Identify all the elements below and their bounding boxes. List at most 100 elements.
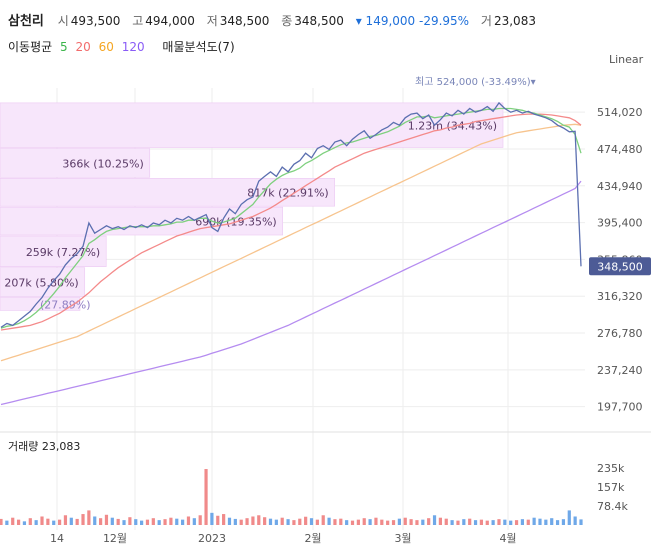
volume-bar-21 [122, 520, 126, 525]
volume-bar-44 [257, 515, 261, 525]
volume-profile-label-2: 817k (22.91%) [247, 187, 328, 200]
volume-bar-91 [532, 517, 536, 525]
volume-bar-45 [263, 517, 267, 525]
x-tick-3: 2월 [304, 532, 321, 545]
ma60-line [0, 123, 582, 362]
volume-bar-88 [514, 520, 519, 525]
volume-bar-6 [34, 520, 38, 525]
volume-bar-58 [339, 518, 343, 525]
ma-legend-label[interactable]: 이동평균 [8, 40, 53, 54]
ma20-line [0, 113, 582, 331]
volume-bar-10 [57, 519, 62, 525]
volume-bar-49 [286, 519, 290, 525]
close-label: 종 [281, 14, 293, 28]
ma-period-20: 20 [75, 40, 91, 54]
volume-bar-41 [239, 519, 243, 525]
low-value: 348,500 [219, 14, 270, 28]
ma120-line [0, 180, 582, 406]
open-label: 시 [57, 14, 69, 28]
volume-bar-52 [304, 516, 308, 525]
volume-bar-67 [391, 520, 396, 525]
volume-bar-38 [222, 514, 226, 525]
high-value: 494,000 [145, 14, 195, 28]
volume-profile-label-5: 207k (5.80%) [4, 277, 78, 290]
volume-bar-47 [274, 519, 278, 525]
ma-period-120: 120 [121, 40, 145, 54]
volume-bar-55 [321, 515, 325, 525]
volume-bar-8 [46, 518, 50, 525]
volume-bar-27 [157, 520, 161, 525]
volume-bar-33 [192, 518, 196, 525]
price-tick-2: 434,940 [597, 180, 643, 193]
price-tick-7: 237,240 [597, 364, 643, 377]
ma-period-5: 5 [60, 40, 68, 54]
volume-bar-94 [550, 518, 554, 525]
volume-value: 23,083 [493, 14, 536, 28]
ma-period-60: 60 [98, 40, 114, 54]
ma-legend: 이동평균 5 20 60 120 매물분석도(7) [8, 38, 239, 55]
volume-bar-86 [503, 519, 507, 525]
price-line [0, 101, 582, 328]
volume-bar-51 [298, 518, 302, 525]
volume-label: 거 [480, 14, 492, 28]
volume-bar-82 [479, 519, 484, 525]
volume-profile-label-0: 1.23m (34.43%) [408, 120, 497, 133]
volume-bar-13 [75, 518, 79, 525]
price-chart[interactable]: 1.23m (34.43%) 366k (10.25%) 817k (22.91%)… [0, 60, 651, 549]
volume-bar-3 [16, 519, 21, 525]
volume-bar-30 [175, 518, 179, 525]
volume-bar-20 [116, 518, 120, 525]
volume-bar-14 [81, 514, 85, 525]
volume-bar-9 [52, 520, 56, 525]
volume-profile-bar-2 [0, 178, 336, 207]
volume-bar-2 [11, 517, 15, 525]
volume-bar-69 [403, 517, 407, 525]
volume-bar-64 [374, 517, 378, 525]
volume-title-label: 거래량 [8, 440, 39, 453]
volume-bar-99 [579, 519, 583, 525]
volume-bar-48 [280, 517, 284, 525]
quote-summary: 삼천리 시 493,500 고 494,000 저 348,500 종 348,500 … [8, 10, 544, 29]
volume-bar-5 [28, 518, 32, 525]
x-tick-5: 4월 [499, 532, 516, 545]
volume-bar-34 [198, 515, 202, 525]
volume-title: 거래량 23,083 [8, 438, 80, 454]
volume-bar-97 [567, 510, 571, 525]
volume-bar-62 [362, 518, 366, 525]
volume-bar-81 [473, 520, 478, 525]
volume-bar-0 [0, 518, 3, 525]
volume-bar-85 [497, 519, 501, 525]
volume-bar-89 [520, 519, 525, 525]
volume-bar-93 [544, 519, 548, 525]
scale-toggle[interactable]: Linear [609, 53, 644, 66]
volume-bar-63 [368, 519, 372, 525]
volume-bar-57 [333, 519, 337, 525]
volume-bar-75 [438, 517, 442, 525]
stock-header: 삼천리 시 493,500 고 494,000 저 348,500 종 348,500 … [0, 0, 651, 66]
volume-bar-29 [169, 517, 173, 525]
volume-bar-17 [98, 518, 103, 525]
stock-name[interactable]: 삼천리 [8, 14, 44, 29]
volume-profile-bar-4 [0, 235, 107, 267]
volume-bar-19 [110, 517, 114, 525]
change-value: ▾ 149,000 -29.95% [355, 14, 470, 28]
volume-bar-18 [104, 514, 109, 525]
sales-analysis-label[interactable]: 매물분석도(7) [162, 40, 235, 54]
volume-bar-77 [450, 520, 454, 525]
volume-bar-42 [245, 518, 249, 525]
volume-bar-95 [555, 520, 560, 525]
volume-bar-65 [380, 519, 384, 525]
high-label: 고 [132, 14, 144, 28]
volume-profile-label-4: 259k (7.27%) [26, 246, 100, 259]
volume-title-value: 23,083 [41, 440, 81, 453]
last-price-label: 348,500 [597, 260, 643, 273]
low-label: 저 [206, 14, 218, 28]
volume-bars [0, 469, 583, 525]
volume-bar-76 [444, 518, 448, 525]
volume-profile-bar-3 [0, 206, 283, 236]
volume-bar-74 [432, 515, 437, 525]
volume-bar-39 [227, 517, 232, 525]
volume-bar-72 [421, 519, 425, 525]
volume-bar-60 [350, 520, 355, 525]
high-annotation: 최고 524,000 (-33.49%)▾ [415, 76, 536, 88]
